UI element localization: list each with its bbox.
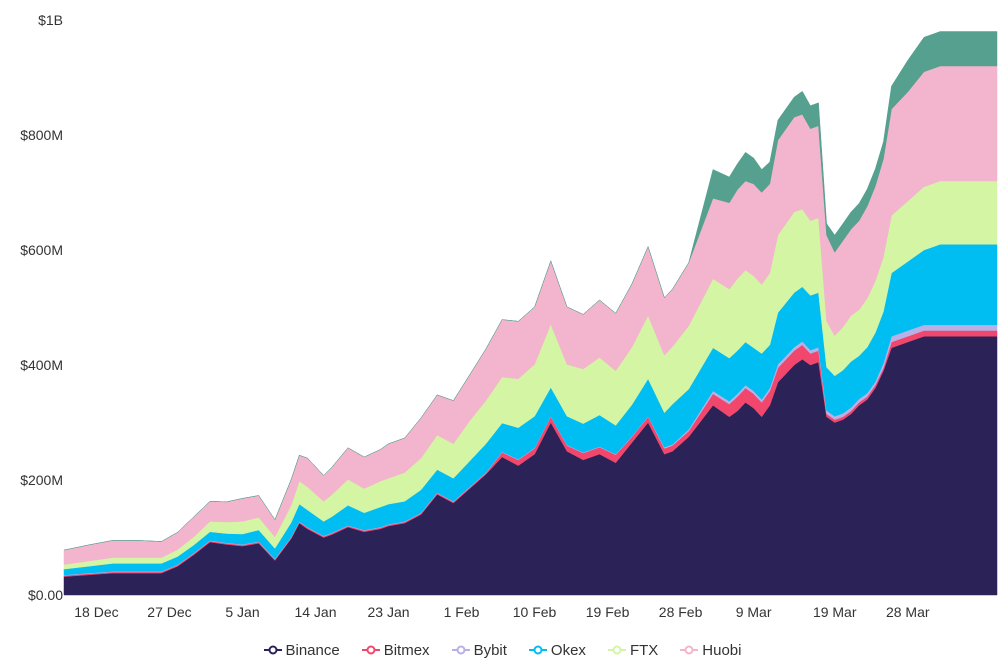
legend-label: Huobi: [702, 641, 742, 659]
x-axis-tick-labels: 18 Dec 27 Dec 5 Jan 14 Jan 23 Jan 1 Feb 10 Feb…: [74, 604, 930, 620]
legend-label: Bitmex: [383, 641, 430, 659]
y-tick-label: $0.00: [28, 587, 63, 603]
legend-item-binance[interactable]: Binance: [263, 638, 340, 662]
legend-marker-icon: [263, 645, 282, 655]
x-tick-label: 5 Jan: [225, 604, 259, 620]
y-tick-label: $400M: [20, 357, 63, 373]
legend-item-huobi[interactable]: Huobi: [680, 638, 741, 662]
legend-marker-icon: [607, 645, 626, 655]
legend-item-ftx[interactable]: FTX: [607, 638, 659, 662]
x-tick-label: 23 Jan: [367, 604, 409, 620]
legend-label: FTX: [629, 641, 659, 659]
legend-item-bitmex[interactable]: Bitmex: [361, 638, 430, 662]
x-tick-label: 19 Mar: [813, 604, 857, 620]
x-tick-label: 19 Feb: [586, 604, 630, 620]
x-tick-label: 10 Feb: [513, 604, 557, 620]
x-tick-label: 28 Mar: [886, 604, 930, 620]
legend-item-okex[interactable]: Okex: [528, 638, 586, 662]
x-tick-label: 18 Dec: [74, 604, 118, 620]
legend-label: Okex: [550, 641, 586, 659]
x-tick-label: 14 Jan: [294, 604, 336, 620]
legend-label: Bybit: [473, 641, 507, 659]
series-area-unlabeled: [63, 31, 998, 551]
y-tick-label: $800M: [20, 127, 63, 143]
y-axis-tick-labels: $0.00 $200M $400M $600M $800M $1B: [20, 12, 63, 603]
x-tick-label: 28 Feb: [659, 604, 703, 620]
x-tick-label: 27 Dec: [147, 604, 191, 620]
legend: Binance Bitmex Bybit Okex FTX Huobi: [0, 638, 1005, 662]
legend-item-bybit[interactable]: Bybit: [451, 638, 507, 662]
x-tick-label: 1 Feb: [444, 604, 480, 620]
legend-marker-icon: [361, 645, 380, 655]
legend-marker-icon: [451, 645, 470, 655]
legend-label: Binance: [285, 641, 340, 659]
legend-marker-icon: [528, 645, 547, 655]
y-tick-label: $200M: [20, 472, 63, 488]
legend-marker-icon: [680, 645, 699, 655]
series-areas: [63, 31, 998, 596]
y-tick-label: $600M: [20, 242, 63, 258]
x-tick-label: 9 Mar: [736, 604, 772, 620]
y-tick-label: $1B: [38, 12, 63, 28]
